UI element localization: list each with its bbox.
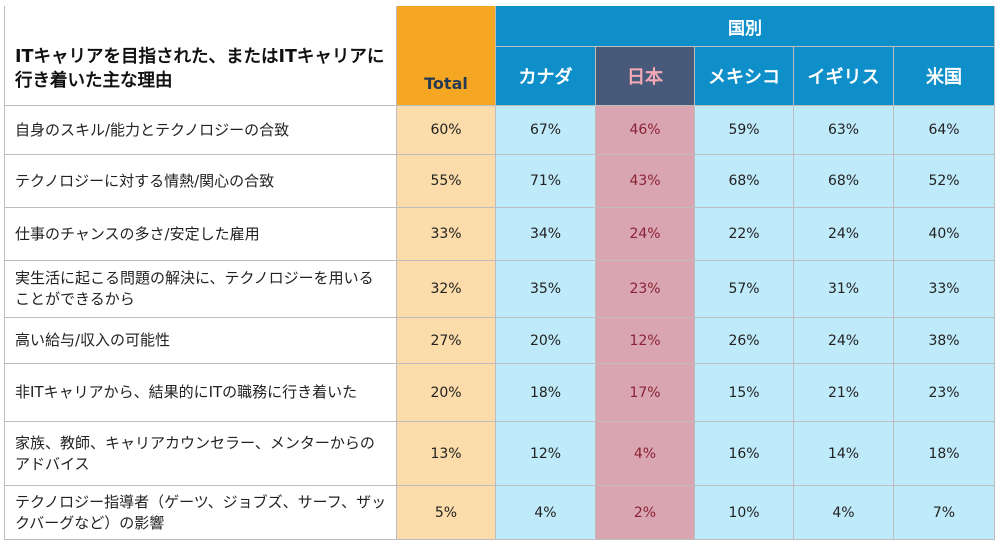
country-value-cell: 17% <box>595 363 695 422</box>
country-header: カナダ <box>495 46 596 106</box>
country-value-cell: 24% <box>595 207 695 261</box>
total-value-cell: 32% <box>396 260 496 318</box>
country-value-cell: 4% <box>793 485 894 540</box>
country-header: イギリス <box>793 46 894 106</box>
country-value-cell: 24% <box>793 317 894 364</box>
country-value-cell: 23% <box>893 363 995 422</box>
reason-label: 仕事のチャンスの多さ/安定した雇用 <box>4 207 397 261</box>
country-group-header: 国別 <box>495 6 995 47</box>
table-row: 仕事のチャンスの多さ/安定した雇用 33% 34% 24% 22% 24% 40% <box>4 207 995 261</box>
country-value-cell: 33% <box>893 260 995 318</box>
table-row: 非ITキャリアから、結果的にITの職務に行き着いた 20% 18% 17% 15% 21%… <box>4 363 995 422</box>
table-row: 家族、教師、キャリアカウンセラー、メンターからのアドバイス 13% 12% 4% 16%… <box>4 421 995 486</box>
table-row: 自身のスキル/能力とテクノロジーの合致 60% 67% 46% 59% 63% 64% <box>4 105 995 155</box>
table-row: テクノロジーに対する情熱/関心の合致 55% 71% 43% 68% 68% 52% <box>4 154 995 208</box>
country-value-cell: 68% <box>793 154 894 208</box>
country-value-cell: 35% <box>495 260 596 318</box>
country-value-cell: 71% <box>495 154 596 208</box>
country-value-cell: 18% <box>893 421 995 486</box>
reason-label: 実生活に起こる問題の解決に、テクノロジーを用いることができるから <box>4 260 397 318</box>
country-value-cell: 4% <box>495 485 596 540</box>
country-value-cell: 67% <box>495 105 596 155</box>
country-value-cell: 64% <box>893 105 995 155</box>
country-value-cell: 31% <box>793 260 894 318</box>
country-value-cell: 7% <box>893 485 995 540</box>
total-value-cell: 55% <box>396 154 496 208</box>
total-header: Total <box>396 6 496 106</box>
table-row: 高い給与/収入の可能性 27% 20% 12% 26% 24% 38% <box>4 317 995 364</box>
table-row: 実生活に起こる問題の解決に、テクノロジーを用いることができるから 32% 35% 23… <box>4 260 995 318</box>
total-value-cell: 33% <box>396 207 496 261</box>
country-value-cell: 12% <box>595 317 695 364</box>
table-row: テクノロジー指導者（ゲーツ、ジョブズ、サーフ、ザックバーグなど）の影響 5% 4% 2… <box>4 485 995 540</box>
total-value-cell: 27% <box>396 317 496 364</box>
country-value-cell: 15% <box>694 363 794 422</box>
country-value-cell: 63% <box>793 105 894 155</box>
country-value-cell: 43% <box>595 154 695 208</box>
country-value-cell: 23% <box>595 260 695 318</box>
country-header: 日本 <box>595 46 695 106</box>
country-value-cell: 16% <box>694 421 794 486</box>
country-header: 米国 <box>893 46 995 106</box>
reason-label: 家族、教師、キャリアカウンセラー、メンターからのアドバイス <box>4 421 397 486</box>
country-value-cell: 46% <box>595 105 695 155</box>
country-value-cell: 14% <box>793 421 894 486</box>
total-value-cell: 60% <box>396 105 496 155</box>
country-value-cell: 24% <box>793 207 894 261</box>
reasons-table: ITキャリアを目指された、またはITキャリアに行き着いた主な理由 Total 国… <box>4 6 995 540</box>
total-value-cell: 5% <box>396 485 496 540</box>
question-header: ITキャリアを目指された、またはITキャリアに行き着いた主な理由 <box>4 6 397 106</box>
total-value-cell: 20% <box>396 363 496 422</box>
country-value-cell: 21% <box>793 363 894 422</box>
country-value-cell: 2% <box>595 485 695 540</box>
country-value-cell: 57% <box>694 260 794 318</box>
country-value-cell: 52% <box>893 154 995 208</box>
country-value-cell: 40% <box>893 207 995 261</box>
country-value-cell: 18% <box>495 363 596 422</box>
reason-label: 非ITキャリアから、結果的にITの職務に行き着いた <box>4 363 397 422</box>
country-value-cell: 59% <box>694 105 794 155</box>
reason-label: テクノロジーに対する情熱/関心の合致 <box>4 154 397 208</box>
country-value-cell: 68% <box>694 154 794 208</box>
reason-label: 自身のスキル/能力とテクノロジーの合致 <box>4 105 397 155</box>
country-value-cell: 38% <box>893 317 995 364</box>
country-value-cell: 22% <box>694 207 794 261</box>
total-value-cell: 13% <box>396 421 496 486</box>
country-value-cell: 34% <box>495 207 596 261</box>
country-value-cell: 20% <box>495 317 596 364</box>
country-header: メキシコ <box>694 46 794 106</box>
country-value-cell: 26% <box>694 317 794 364</box>
country-value-cell: 10% <box>694 485 794 540</box>
country-value-cell: 4% <box>595 421 695 486</box>
country-value-cell: 12% <box>495 421 596 486</box>
reason-label: 高い給与/収入の可能性 <box>4 317 397 364</box>
reason-label: テクノロジー指導者（ゲーツ、ジョブズ、サーフ、ザックバーグなど）の影響 <box>4 485 397 540</box>
